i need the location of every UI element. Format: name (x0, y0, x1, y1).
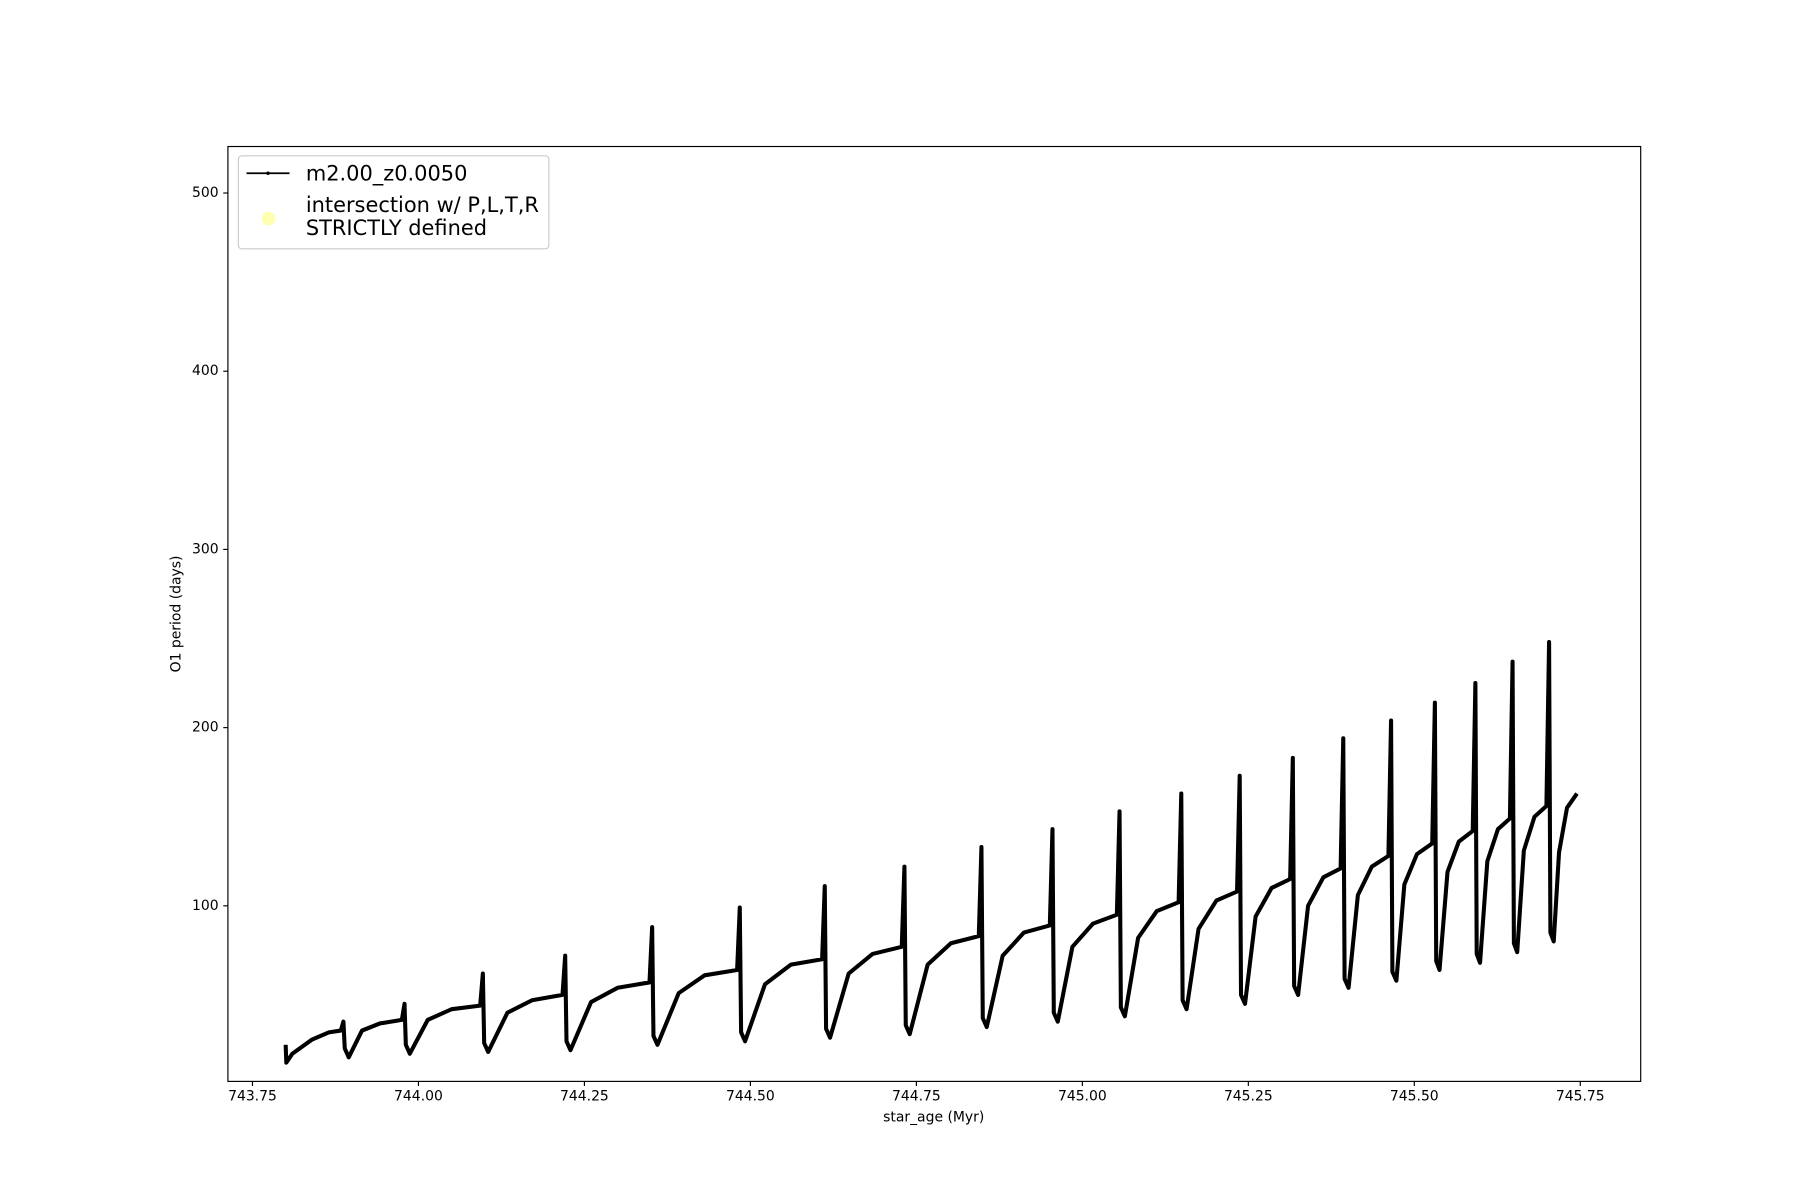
legend-label: m2.00_z0.0050 (306, 161, 468, 186)
y-axis-label: O1 period (days) (169, 556, 185, 673)
x-tick-label: 744.00 (394, 1089, 443, 1105)
x-tick-label: 744.75 (892, 1089, 941, 1105)
legend: m2.00_z0.0050 intersection w/ P,L,T,R STRI… (237, 155, 550, 250)
y-tick-label: 300 (192, 541, 219, 557)
legend-box (237, 155, 550, 250)
y-tick-label: 500 (192, 185, 219, 201)
data-line (283, 640, 1579, 1065)
x-tick-label: 745.00 (1058, 1089, 1107, 1105)
legend-marker (261, 211, 276, 226)
x-axis-label: star_age (Myr) (883, 1109, 984, 1125)
y-tick-label: 200 (192, 720, 219, 736)
x-tick-label: 745.75 (1556, 1089, 1605, 1105)
y-tick-label: 400 (192, 363, 219, 379)
legend-label: intersection w/ P,L,T,R STRICTLY defined (306, 193, 539, 240)
x-tick-label: 744.25 (560, 1089, 609, 1105)
legend-marker (266, 171, 270, 175)
x-tick-label: 743.75 (228, 1089, 277, 1105)
plot-area (283, 640, 1579, 1065)
y-tick-label: 100 (192, 898, 219, 914)
x-tick-label: 745.25 (1224, 1089, 1273, 1105)
x-tick-label: 744.50 (726, 1089, 775, 1105)
plot-frame (227, 145, 1642, 1082)
x-tick-label: 745.50 (1390, 1089, 1439, 1105)
